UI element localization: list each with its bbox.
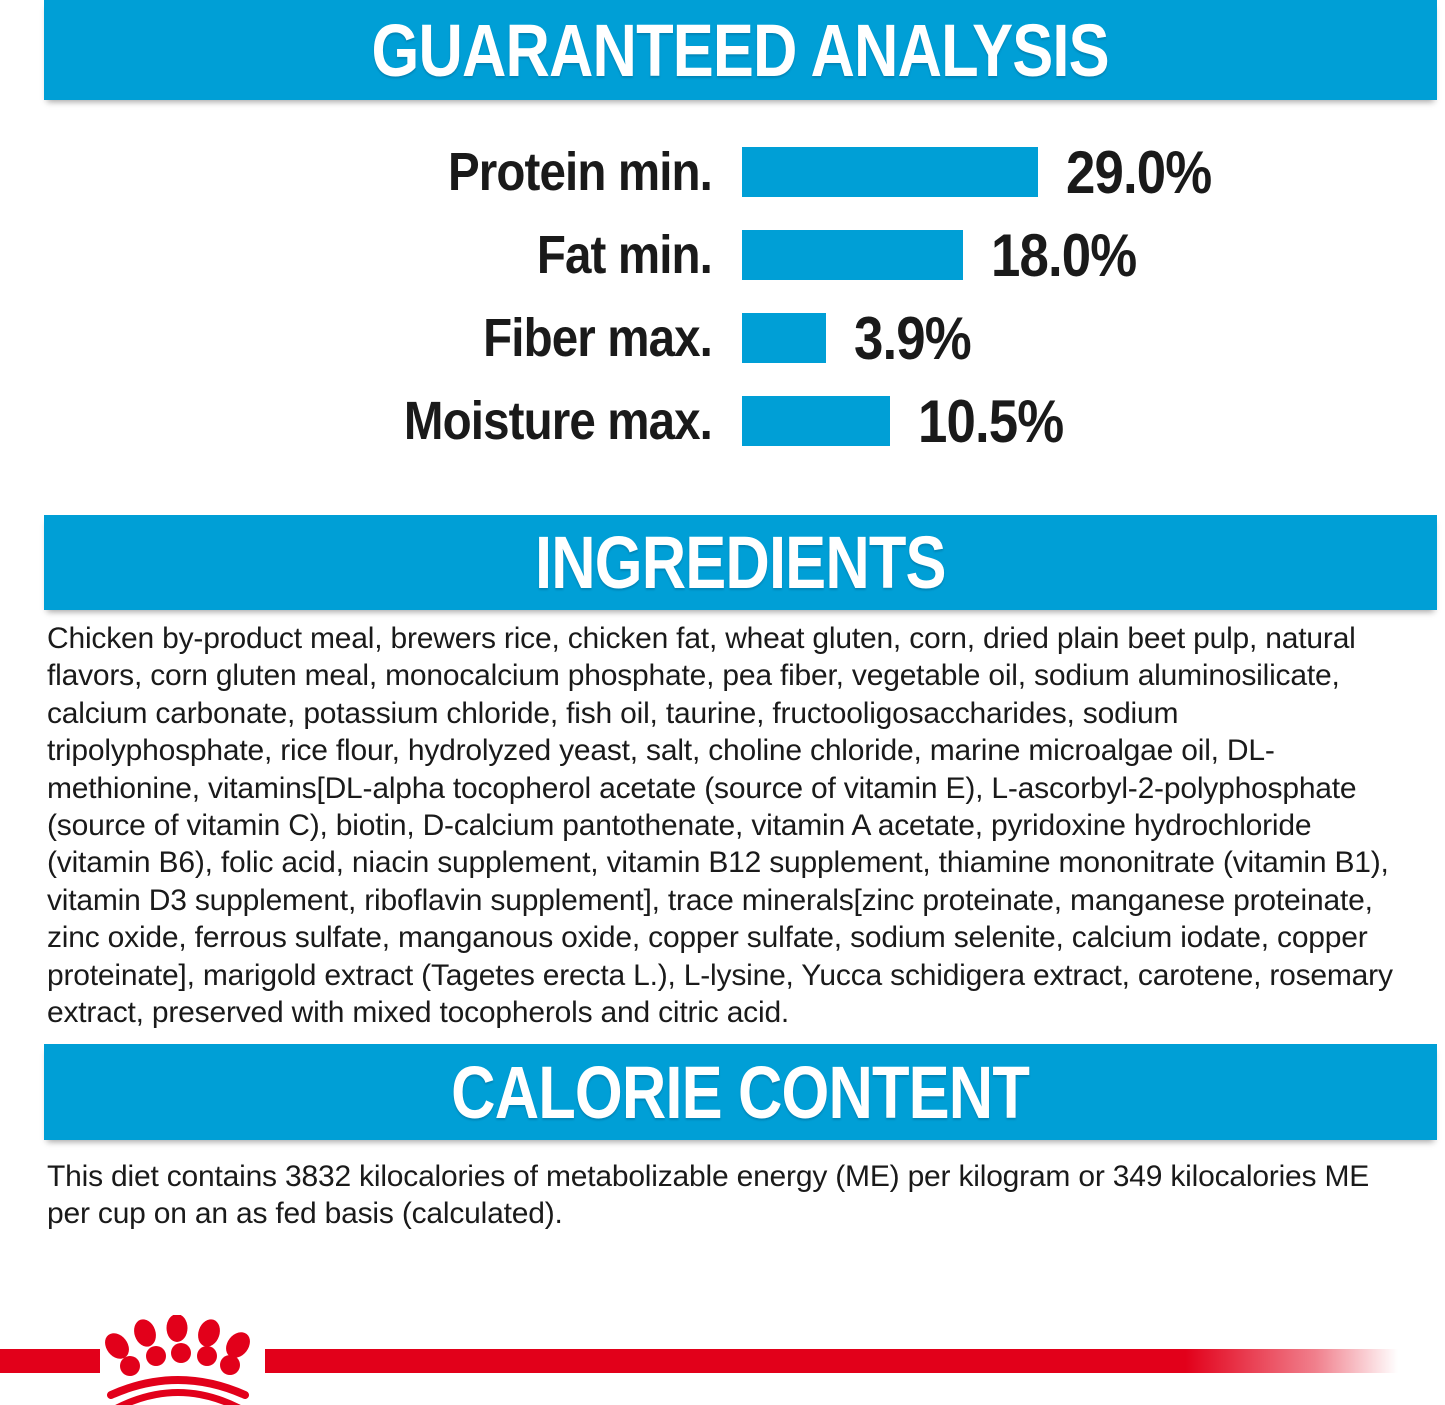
ingredients-title: INGREDIENTS: [535, 521, 946, 604]
chart-value: 29.0%: [1066, 138, 1212, 206]
chart-bar: [742, 147, 1038, 197]
chart-row-fat: Fat min. 18.0%: [0, 222, 1445, 289]
chart-bar: [742, 396, 890, 446]
calorie-content-text: This diet contains 3832 kilocalories of …: [47, 1160, 1370, 1231]
calorie-content-header: CALORIE CONTENT: [44, 1044, 1437, 1140]
crown-paw-logo: [105, 1315, 250, 1405]
chart-row-fiber: Fiber max. 3.9%: [0, 305, 1445, 372]
chart-bar: [742, 230, 963, 280]
nutrition-chart: Protein min. 29.0% Fat min. 18.0% Fiber …: [0, 139, 1445, 479]
brand-stripe-right: [265, 1349, 1445, 1373]
guaranteed-analysis-header: GUARANTEED ANALYSIS: [44, 0, 1437, 100]
chart-row-label: Moisture max.: [403, 391, 713, 451]
chart-value: 3.9%: [854, 304, 972, 372]
chart-row-label: Fiber max.: [483, 308, 713, 368]
chart-row-moisture: Moisture max. 10.5%: [0, 388, 1445, 455]
ingredients-text: Chicken by-product meal, brewers rice, c…: [47, 622, 1393, 1030]
calorie-content-title: CALORIE CONTENT: [451, 1050, 1031, 1134]
chart-row-label: Protein min.: [447, 142, 713, 202]
chart-row-label: Fat min.: [536, 225, 713, 285]
chart-row-protein: Protein min. 29.0%: [0, 139, 1445, 206]
chart-value: 10.5%: [918, 387, 1064, 455]
ingredients-header: INGREDIENTS: [44, 515, 1437, 610]
brand-stripe-left: [0, 1349, 100, 1373]
chart-value: 18.0%: [991, 221, 1137, 289]
chart-bar: [742, 313, 826, 363]
guaranteed-analysis-title: GUARANTEED ANALYSIS: [371, 8, 1110, 92]
